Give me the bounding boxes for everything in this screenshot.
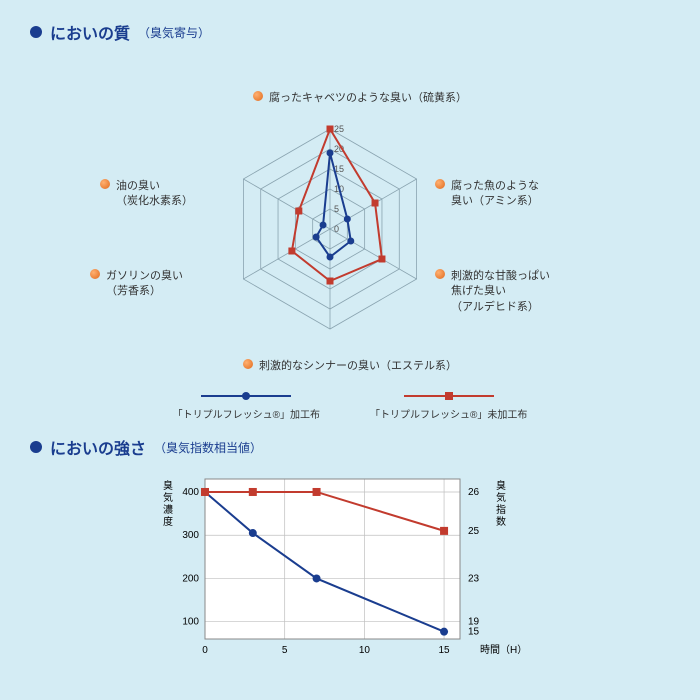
legend-item-red: 「トリプルフレッシュ®」未加工布 — [370, 390, 527, 421]
svg-text:300: 300 — [182, 530, 199, 541]
legend-label: 「トリプルフレッシュ®」未加工布 — [370, 406, 527, 421]
section1-title: においの質 （臭気寄与） — [30, 20, 670, 44]
svg-text:400: 400 — [182, 487, 199, 498]
legend-label: 「トリプルフレッシュ®」加工布 — [173, 406, 320, 421]
svg-text:23: 23 — [468, 573, 480, 584]
orange-dot-icon — [90, 269, 100, 279]
svg-text:100: 100 — [182, 617, 199, 628]
svg-text:0: 0 — [334, 224, 339, 234]
radar-axis-label: ガソリンの臭い（芳香系） — [90, 269, 230, 300]
section1-title-main: においの質 — [50, 20, 130, 44]
section2-title-main: においの強さ — [50, 435, 146, 459]
line-chart: 1002003004000510152625231915臭気濃度臭気指数時間（H… — [30, 469, 670, 659]
svg-text:26: 26 — [468, 487, 480, 498]
bullet-icon — [30, 26, 42, 38]
section2-title: においの強さ （臭気指数相当値） — [30, 435, 670, 459]
svg-text:0: 0 — [202, 645, 208, 656]
svg-text:25: 25 — [468, 526, 480, 537]
svg-text:25: 25 — [334, 124, 344, 134]
radar-axis-label: 油の臭い（炭化水素系） — [100, 179, 240, 210]
bullet-icon — [30, 441, 42, 453]
radar-axis-label: 刺激的なシンナーの臭い（エステル系） — [220, 359, 480, 374]
legend-item-blue: 「トリプルフレッシュ®」加工布 — [173, 390, 320, 421]
radar-axis-label: 腐った魚のような臭い（アミン系） — [435, 179, 575, 210]
svg-text:15: 15 — [439, 645, 451, 656]
svg-text:時間（H）: 時間（H） — [480, 644, 527, 656]
svg-text:5: 5 — [334, 204, 339, 214]
radar-axis-label: 腐ったキャベツのような臭い（硫黄系） — [230, 91, 490, 106]
orange-dot-icon — [435, 269, 445, 279]
radar-axis-label: 刺激的な甘酸っぱい焦げた臭い（アルデヒド系） — [435, 269, 575, 315]
svg-text:10: 10 — [359, 645, 371, 656]
orange-dot-icon — [100, 179, 110, 189]
section2-title-sub: （臭気指数相当値） — [154, 439, 262, 456]
svg-text:臭気指数: 臭気指数 — [496, 479, 506, 528]
orange-dot-icon — [243, 359, 253, 369]
orange-dot-icon — [253, 91, 263, 101]
legend: 「トリプルフレッシュ®」加工布 「トリプルフレッシュ®」未加工布 — [30, 390, 670, 421]
svg-text:15: 15 — [468, 627, 480, 638]
radar-chart: 0510152025 腐ったキャベツのような臭い（硫黄系）腐った魚のような臭い（… — [30, 54, 670, 384]
orange-dot-icon — [435, 179, 445, 189]
section1-title-sub: （臭気寄与） — [138, 24, 210, 41]
svg-text:5: 5 — [282, 645, 288, 656]
svg-text:200: 200 — [182, 573, 199, 584]
svg-text:臭気濃度: 臭気濃度 — [163, 479, 173, 528]
